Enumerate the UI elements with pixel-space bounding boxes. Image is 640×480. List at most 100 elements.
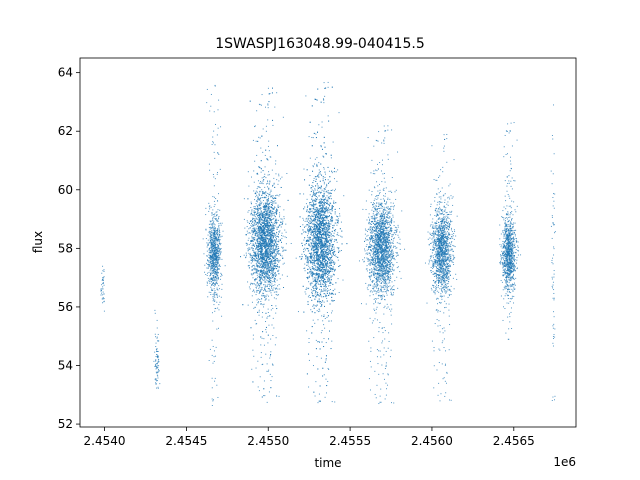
- data-point: [270, 199, 272, 201]
- data-point: [281, 176, 283, 178]
- data-point: [253, 250, 255, 252]
- data-point: [267, 274, 269, 276]
- data-point: [265, 203, 267, 205]
- data-point: [263, 206, 265, 208]
- data-point: [213, 259, 215, 261]
- data-point: [251, 231, 253, 233]
- data-point: [267, 268, 269, 270]
- data-point: [265, 224, 267, 226]
- data-point: [217, 271, 219, 273]
- data-point: [261, 256, 263, 258]
- data-point: [255, 223, 257, 225]
- data-point: [247, 265, 249, 267]
- data-point: [264, 254, 266, 256]
- data-point: [328, 204, 330, 206]
- data-point: [256, 265, 258, 267]
- data-point: [265, 236, 267, 238]
- data-point: [273, 280, 275, 282]
- data-point: [211, 222, 213, 224]
- data-point: [259, 250, 261, 252]
- data-point: [213, 291, 215, 293]
- data-point: [259, 215, 261, 217]
- data-point: [269, 239, 271, 241]
- data-point: [317, 226, 319, 228]
- data-point: [211, 252, 213, 254]
- data-point: [273, 234, 275, 236]
- data-point: [266, 203, 268, 205]
- data-point: [271, 251, 273, 253]
- data-point: [268, 222, 270, 224]
- data-point: [219, 254, 221, 256]
- data-point: [272, 229, 274, 231]
- data-point: [101, 279, 103, 281]
- data-point: [255, 231, 257, 233]
- data-point: [257, 232, 259, 234]
- data-point: [274, 263, 276, 265]
- data-point: [273, 265, 275, 267]
- data-point: [322, 277, 324, 279]
- data-point: [268, 221, 270, 223]
- data-point: [264, 209, 266, 211]
- data-point: [272, 212, 274, 214]
- data-point: [272, 119, 274, 121]
- data-point: [206, 267, 208, 269]
- data-point: [269, 275, 271, 277]
- data-point: [260, 258, 262, 260]
- data-point: [261, 94, 263, 96]
- data-point: [252, 249, 254, 251]
- data-point: [210, 248, 212, 250]
- data-point: [263, 338, 265, 340]
- data-point: [254, 256, 256, 258]
- data-point: [256, 289, 258, 291]
- data-point: [221, 288, 223, 290]
- data-point: [262, 240, 264, 242]
- data-point: [267, 257, 269, 259]
- data-point: [258, 208, 260, 210]
- data-point: [216, 258, 218, 260]
- data-point: [217, 276, 219, 278]
- data-point: [268, 193, 270, 195]
- data-point: [276, 395, 278, 397]
- data-point: [256, 222, 258, 224]
- data-point: [212, 218, 214, 220]
- data-point: [220, 296, 222, 298]
- data-point: [259, 232, 261, 234]
- data-point: [266, 256, 268, 258]
- data-point: [270, 252, 272, 254]
- data-point: [264, 106, 266, 108]
- data-point: [262, 211, 264, 213]
- data-point: [273, 262, 275, 264]
- data-point: [216, 296, 218, 298]
- data-point: [259, 298, 261, 300]
- data-point: [208, 202, 210, 204]
- data-point: [216, 232, 218, 234]
- data-point: [269, 234, 271, 236]
- data-point: [269, 254, 271, 256]
- data-point: [210, 228, 212, 230]
- data-point: [265, 226, 267, 228]
- data-point: [254, 266, 256, 268]
- data-point: [255, 367, 257, 369]
- data-point: [263, 207, 265, 209]
- data-point: [267, 221, 269, 223]
- data-point: [320, 238, 322, 240]
- data-point: [216, 261, 218, 263]
- data-point: [271, 263, 273, 265]
- data-point: [214, 270, 216, 272]
- data-point: [259, 229, 261, 231]
- data-point: [276, 245, 278, 247]
- data-point: [249, 232, 251, 234]
- data-point: [278, 284, 280, 286]
- data-point: [281, 221, 283, 223]
- data-point: [269, 229, 271, 231]
- data-point: [257, 261, 259, 263]
- data-point: [211, 259, 213, 261]
- data-point: [256, 191, 258, 193]
- data-point: [207, 243, 209, 245]
- data-point: [268, 228, 270, 230]
- data-point: [262, 183, 264, 185]
- data-point: [259, 229, 261, 231]
- data-point: [269, 261, 271, 263]
- data-point: [211, 239, 213, 241]
- data-point: [331, 312, 333, 314]
